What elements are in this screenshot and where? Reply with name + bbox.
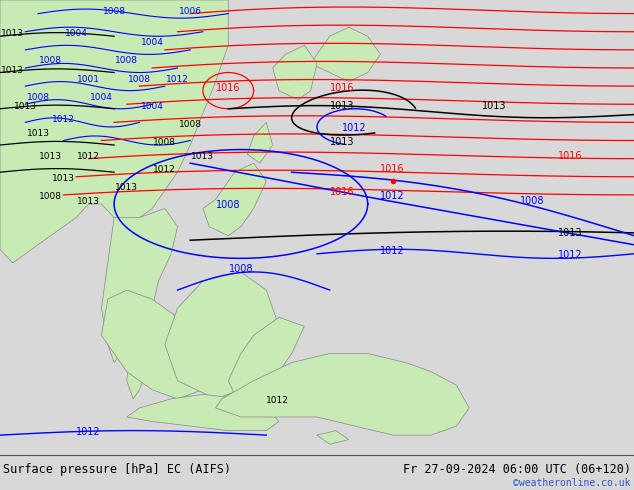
Text: 1008: 1008 [520, 196, 545, 206]
Text: 1016: 1016 [380, 164, 405, 174]
Text: 1008: 1008 [229, 264, 253, 274]
Text: 1013: 1013 [330, 101, 354, 111]
Text: 1012: 1012 [266, 396, 289, 405]
Text: 1013: 1013 [39, 151, 62, 161]
Text: 1013: 1013 [14, 102, 37, 111]
Text: 1013: 1013 [482, 101, 507, 111]
Text: 1016: 1016 [330, 83, 354, 93]
Text: 1016: 1016 [330, 187, 354, 197]
Text: 1008: 1008 [39, 193, 62, 201]
Text: 1012: 1012 [77, 151, 100, 161]
Text: 1001: 1001 [77, 74, 100, 84]
Text: 1008: 1008 [179, 120, 202, 129]
Text: 1004: 1004 [141, 102, 164, 111]
Text: 1012: 1012 [558, 250, 583, 260]
Text: 1013: 1013 [1, 29, 24, 38]
Text: 1008: 1008 [39, 56, 62, 66]
Text: 1008: 1008 [27, 93, 49, 102]
Text: 1013: 1013 [1, 66, 24, 74]
Polygon shape [273, 46, 317, 99]
Polygon shape [101, 290, 216, 399]
Text: 1012: 1012 [76, 427, 101, 437]
Polygon shape [127, 394, 279, 431]
Text: Surface pressure [hPa] EC (AIFS): Surface pressure [hPa] EC (AIFS) [3, 463, 231, 476]
Text: 1006: 1006 [179, 6, 202, 16]
Text: 1008: 1008 [115, 56, 138, 66]
Text: 1013: 1013 [191, 151, 214, 161]
Polygon shape [165, 272, 279, 399]
Text: 1016: 1016 [558, 150, 583, 161]
Text: 1012: 1012 [380, 246, 405, 256]
Text: 1013: 1013 [115, 183, 138, 193]
Text: 1013: 1013 [558, 228, 583, 238]
Polygon shape [216, 354, 469, 435]
Text: 1012: 1012 [380, 192, 405, 201]
Text: 1008: 1008 [128, 74, 151, 84]
Polygon shape [247, 122, 273, 163]
Text: 1004: 1004 [141, 38, 164, 48]
Text: 1013: 1013 [77, 197, 100, 206]
Polygon shape [0, 0, 228, 263]
Text: Fr 27-09-2024 06:00 UTC (06+120): Fr 27-09-2024 06:00 UTC (06+120) [403, 463, 631, 476]
Polygon shape [311, 27, 380, 82]
Polygon shape [203, 163, 266, 236]
Text: 1004: 1004 [90, 93, 113, 102]
Text: 1012: 1012 [166, 74, 189, 84]
Text: 1008: 1008 [103, 6, 126, 16]
Text: 1013: 1013 [52, 174, 75, 183]
Text: 1008: 1008 [216, 200, 240, 211]
Text: 1016: 1016 [216, 83, 240, 93]
Polygon shape [127, 318, 152, 399]
Text: ©weatheronline.co.uk: ©weatheronline.co.uk [514, 478, 631, 488]
Text: 1012: 1012 [52, 115, 75, 124]
Polygon shape [101, 209, 178, 363]
Polygon shape [317, 431, 349, 444]
Text: 1012: 1012 [342, 123, 367, 133]
Polygon shape [228, 318, 304, 417]
Text: 1004: 1004 [65, 29, 87, 38]
Text: 1008: 1008 [153, 138, 176, 147]
Text: 1012: 1012 [153, 165, 176, 174]
Text: 1013: 1013 [27, 129, 49, 138]
Text: 1013: 1013 [330, 137, 354, 147]
